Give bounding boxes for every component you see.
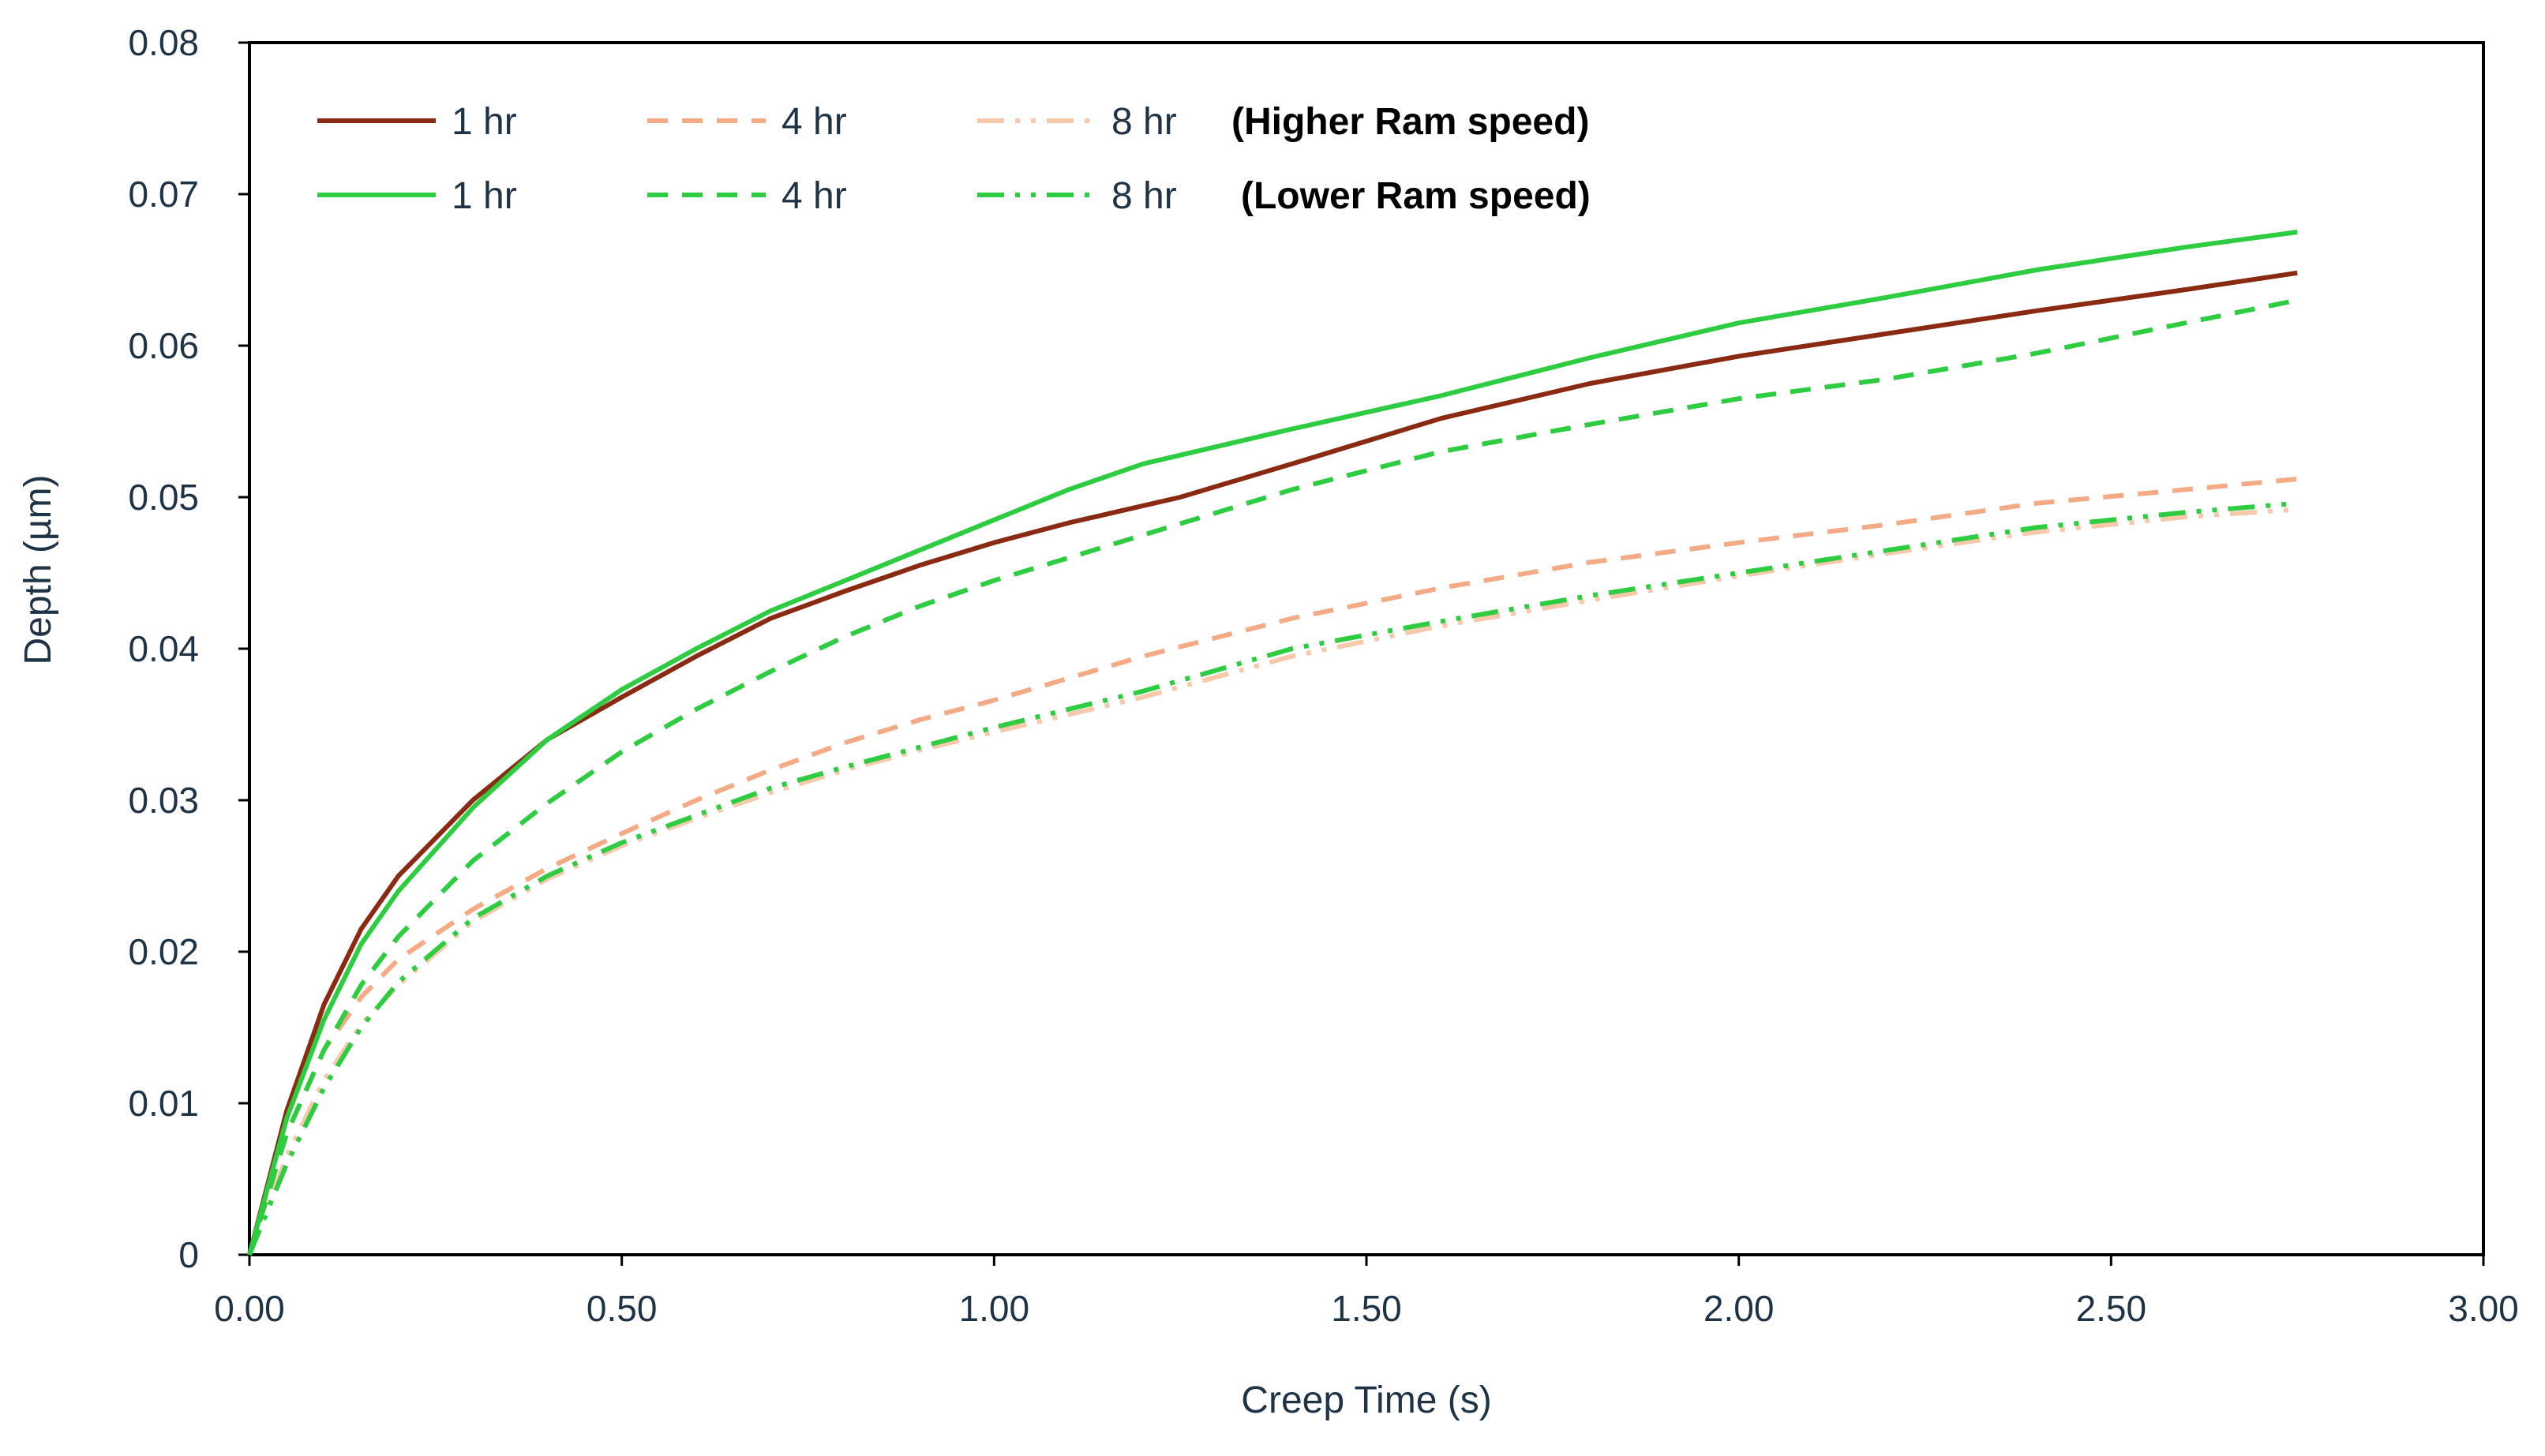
series-line-4hr-lower-ram-speed [247, 298, 2298, 1256]
x-tick-label: 2.00 [1704, 1288, 1775, 1329]
x-tick-label: 0.00 [214, 1288, 285, 1329]
legend-group-label: (Higher Ram speed) [1231, 101, 1589, 143]
x-axis: 0.00 0.50 1.00 1.50 2.00 2.50 3.00 [214, 1255, 2519, 1329]
y-tick-label: 0.08 [128, 22, 199, 63]
series-layer [247, 230, 2298, 1256]
x-tick-label: 1.00 [959, 1288, 1030, 1329]
legend-label: 8 hr [1111, 101, 1177, 143]
y-tick-label: 0.07 [128, 174, 199, 215]
x-tick-label: 2.50 [2076, 1288, 2147, 1329]
y-axis: 0 0.01 0.02 0.03 0.04 0.05 0.06 0.07 0.08 [128, 22, 249, 1275]
legend-label: 4 hr [781, 175, 847, 217]
x-tick-label: 3.00 [2448, 1288, 2519, 1329]
legend-group-label: (Lower Ram speed) [1241, 175, 1591, 217]
y-tick-label: 0.05 [128, 477, 199, 518]
legend-label: 8 hr [1111, 175, 1177, 217]
legend: 1 hr 4 hr 8 hr (Higher Ram speed) 1 hr 4 hr 8 … [317, 101, 1591, 217]
y-tick-label: 0.03 [128, 780, 199, 821]
legend-label: 4 hr [781, 101, 847, 143]
y-tick-label: 0.04 [128, 628, 199, 669]
plot-area [248, 41, 2485, 1256]
legend-label: 1 hr [452, 101, 517, 143]
series-line-8hr-lower-ram-speed [247, 500, 2298, 1256]
legend-label: 1 hr [452, 175, 517, 217]
y-axis-title: Depth (µm) [17, 474, 59, 664]
y-tick-label: 0.06 [128, 325, 199, 366]
x-tick-label: 1.50 [1331, 1288, 1402, 1329]
y-tick-label: 0.01 [128, 1083, 199, 1124]
series-line-4hr-higher-ram-speed [247, 477, 2298, 1256]
x-tick-label: 0.50 [587, 1288, 658, 1329]
y-tick-label: 0.02 [128, 931, 199, 972]
y-tick-label: 0 [178, 1234, 199, 1275]
x-axis-title: Creep Time (s) [1241, 1379, 1491, 1421]
series-line-1hr-lower-ram-speed [247, 230, 2298, 1256]
series-line-1hr-higher-ram-speed [247, 270, 2298, 1256]
